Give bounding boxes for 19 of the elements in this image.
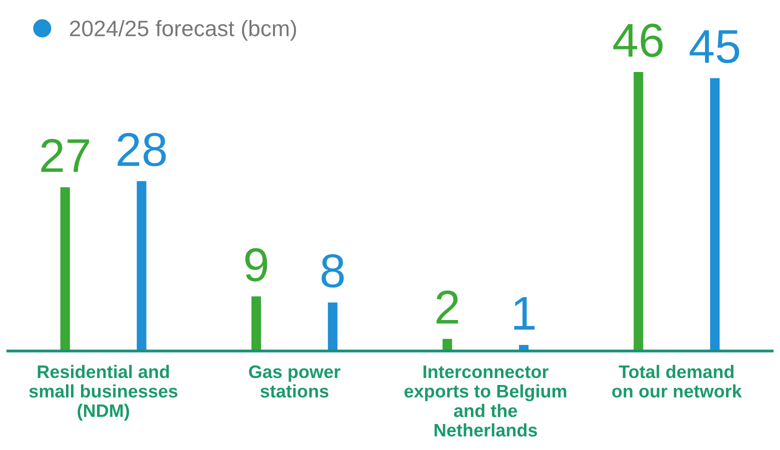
bar bbox=[251, 296, 262, 351]
x-tick-label: Interconnector exports to Belgium and the Netherlands bbox=[404, 366, 566, 437]
bar bbox=[634, 72, 644, 351]
x-tick-label: Gas power stations bbox=[249, 365, 340, 398]
data-label: 2 bbox=[436, 290, 458, 324]
data-label: 8 bbox=[322, 254, 344, 288]
bar bbox=[60, 187, 70, 351]
legend-label: 2024/25 forecast (bcm) bbox=[70, 20, 296, 41]
bar bbox=[136, 181, 146, 351]
data-label: 46 bbox=[613, 24, 663, 58]
x-tick-label: Residential and small businesses (NDM) bbox=[29, 364, 178, 421]
data-label: 9 bbox=[245, 248, 268, 282]
data-label: 1 bbox=[514, 297, 535, 330]
x-tick-label: Total demand on our network bbox=[612, 364, 742, 398]
bar bbox=[328, 302, 338, 351]
bar bbox=[710, 78, 720, 351]
data-label: 28 bbox=[118, 132, 166, 166]
data-label: 45 bbox=[690, 30, 740, 64]
data-label: 27 bbox=[41, 138, 90, 172]
